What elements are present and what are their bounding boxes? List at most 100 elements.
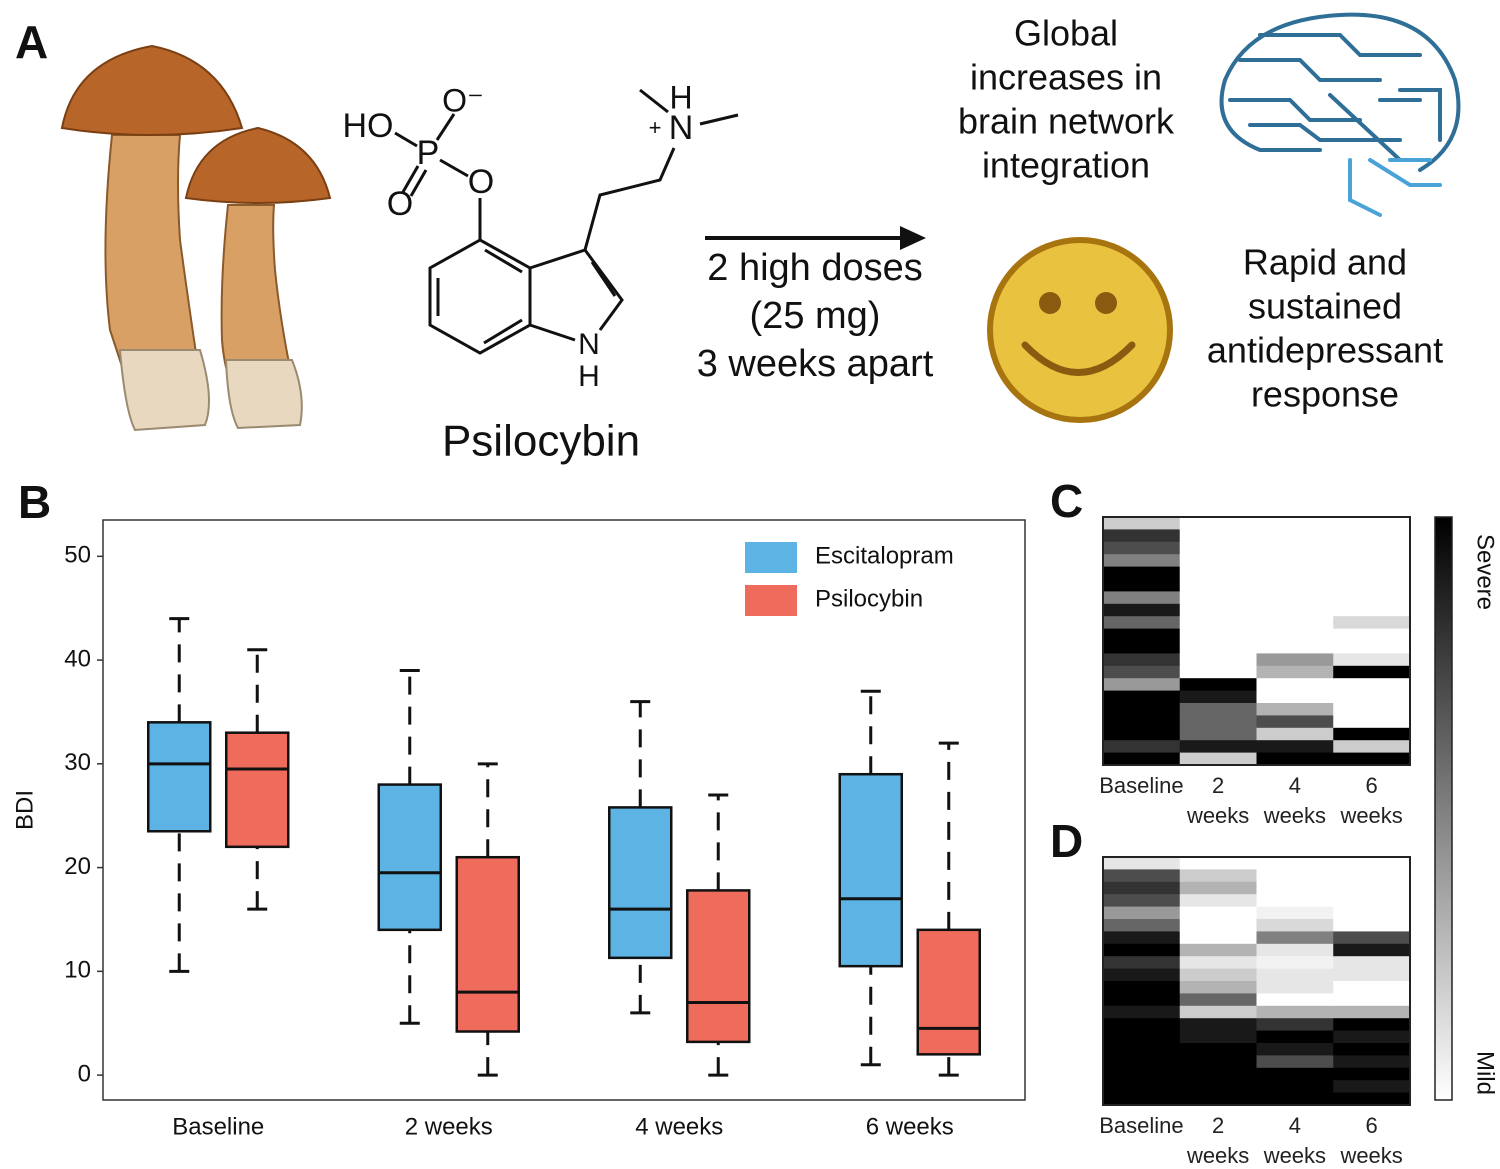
heatmap-cell: [1333, 603, 1411, 617]
heatmap-cell: [1256, 715, 1334, 729]
heatmap-cell: [1103, 678, 1181, 692]
heatmap-cell: [1103, 857, 1181, 870]
atom-label: +: [649, 115, 662, 140]
heatmap-cell: [1333, 541, 1411, 555]
legend-label: Psilocybin: [815, 585, 923, 612]
heatmap-cell: [1256, 1067, 1334, 1081]
mood-text: response: [1251, 374, 1399, 415]
atom-label: O: [387, 185, 413, 223]
heatmap-cell: [1179, 616, 1257, 630]
atom-label: H: [669, 79, 692, 115]
heatmap-cell: [1179, 1005, 1257, 1019]
heatmap-cell: [1256, 752, 1334, 766]
heatmap-cell: [1333, 616, 1411, 630]
heatmap-cell: [1256, 529, 1334, 543]
heatmap-cell: [1256, 894, 1334, 908]
heatmap-cell: [1179, 1030, 1257, 1044]
heatmap-cell: [1179, 715, 1257, 729]
heatmap-cell: [1179, 665, 1257, 679]
heatmap-cell: [1179, 993, 1257, 1007]
heatmap-cell: [1103, 703, 1181, 716]
x-tick-label: 2 weeks: [405, 1113, 493, 1140]
heatmap-cell: [1179, 740, 1257, 754]
heatmap-cell: [1103, 603, 1181, 617]
heatmap-cell: [1179, 943, 1257, 957]
heatmap-cell: [1256, 628, 1334, 642]
heatmap-cell: [1103, 881, 1181, 895]
heatmap-cell: [1179, 529, 1257, 543]
heatmap-cell: [1333, 591, 1411, 605]
heatmap-cell: [1333, 665, 1411, 679]
heatmap-frame: [1102, 516, 1411, 766]
heatmap-cell: [1333, 869, 1411, 883]
heatmap-cell: [1256, 591, 1334, 605]
y-tick-label: 50: [64, 542, 91, 569]
arrow: [705, 226, 926, 250]
dose-text: 3 weeks apart: [697, 343, 934, 385]
heatmap-cell: [1103, 591, 1181, 605]
plot-frame: [102, 519, 1026, 1101]
heatmap-cell: [1333, 919, 1411, 932]
y-tick-label: 40: [64, 645, 91, 672]
heatmap-cell: [1256, 566, 1334, 580]
box: [225, 731, 290, 849]
heatmap-column-label: Baseline: [1099, 1113, 1184, 1138]
heatmap-cell: [1333, 1005, 1411, 1019]
heatmap-cell: [1103, 981, 1181, 994]
heatmap-column-label: 6 weeks: [1340, 1113, 1403, 1168]
heatmap-cell: [1179, 628, 1257, 642]
heatmap-cell: [1179, 956, 1257, 970]
heatmap-cell: [1103, 919, 1181, 932]
heatmap-cell: [1103, 1055, 1181, 1069]
heatmap-cell: [1333, 628, 1411, 642]
smiley-icon: [987, 237, 1173, 423]
heatmap-cell: [1179, 1080, 1257, 1094]
heatmap-cell: [1333, 715, 1411, 729]
heatmap-cell: [1179, 752, 1257, 766]
mood-text: Rapid and: [1243, 242, 1407, 283]
heatmap-cell: [1333, 931, 1411, 945]
heatmap-cell: [1333, 579, 1411, 592]
box: [686, 889, 751, 1044]
heatmap-cell: [1103, 628, 1181, 642]
box: [377, 783, 442, 932]
y-tick-label: 30: [64, 749, 91, 776]
colorbar-min-label: Mild: [1472, 1051, 1499, 1095]
heatmap-cell: [1103, 690, 1181, 704]
atom-label: N: [669, 109, 694, 147]
heatmap-cell: [1103, 740, 1181, 754]
box: [455, 855, 520, 1033]
y-tick-label: 20: [64, 853, 91, 880]
heatmap-cell: [1103, 727, 1181, 741]
heatmap-cell: [1256, 968, 1334, 982]
molecule-name: Psilocybin: [442, 417, 640, 466]
heatmap-cell: [1333, 1018, 1411, 1032]
x-tick-label: 4 weeks: [635, 1113, 723, 1140]
heatmap-cell: [1333, 1067, 1411, 1081]
heatmap-cell: [1333, 881, 1411, 895]
heatmap-column-label: Baseline: [1099, 773, 1184, 798]
box: [608, 806, 673, 960]
heatmap-cell: [1256, 616, 1334, 630]
heatmap-frame: [1102, 856, 1411, 1106]
heatmap-cell: [1103, 894, 1181, 908]
heatmap-cell: [1333, 993, 1411, 1007]
heatmap-cell: [1103, 653, 1181, 667]
heatmap-cell: [1103, 943, 1181, 957]
heatmap-cell: [1256, 1030, 1334, 1044]
heatmap-cell: [1103, 993, 1181, 1007]
heatmap-cell: [1333, 517, 1411, 530]
heatmap-cell: [1333, 752, 1411, 766]
heatmap-cell: [1103, 566, 1181, 580]
heatmap-cell: [1179, 857, 1257, 870]
heatmap-cell: [1103, 529, 1181, 543]
heatmap-cell: [1333, 727, 1411, 741]
heatmap-cell: [1179, 566, 1257, 580]
heatmap-column-label: 2 weeks: [1186, 773, 1250, 828]
heatmap-cell: [1256, 1018, 1334, 1032]
heatmap-cell: [1179, 981, 1257, 994]
heatmap-cell: [1333, 857, 1411, 870]
heatmap-cell: [1333, 566, 1411, 580]
heatmap-cell: [1256, 665, 1334, 679]
